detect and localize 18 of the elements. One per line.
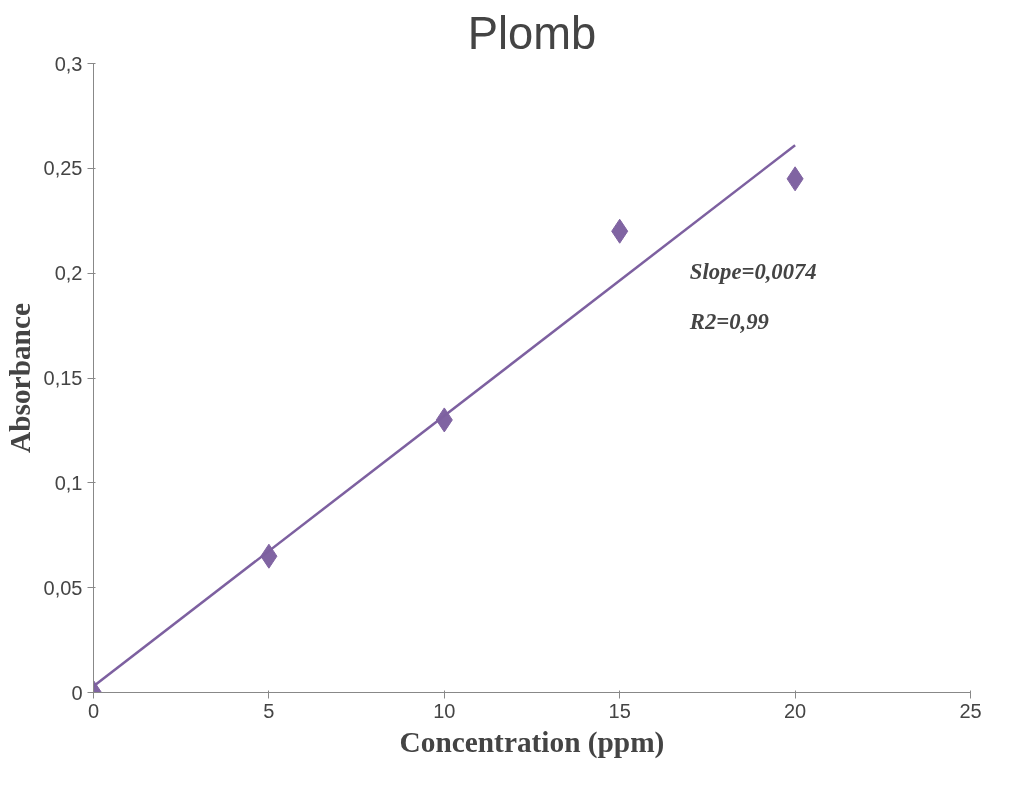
y-tick-label: 0,3: [54, 52, 83, 75]
y-axis-title: Absorbance: [3, 303, 36, 453]
x-tick-label: 25: [959, 699, 982, 722]
x-tick-label: 20: [783, 699, 807, 722]
y-tick-label: 0: [71, 681, 83, 704]
annotation: Slope=0,0074: [689, 258, 817, 284]
y-tick-label: 0,15: [43, 367, 83, 389]
y-tick-label: 0,1: [54, 471, 83, 494]
chart-title: Plomb: [467, 7, 597, 59]
annotation: R2=0,99: [688, 308, 769, 334]
x-tick-label: 15: [608, 699, 631, 722]
x-axis-title: Concentration (ppm): [399, 725, 665, 759]
y-tick-label: 0,2: [54, 262, 83, 285]
x-tick-label: 5: [263, 699, 275, 722]
x-tick-label: 10: [433, 699, 456, 722]
y-tick-label: 0,25: [43, 157, 83, 180]
x-tick-label: 0: [87, 699, 100, 722]
y-tick-label: 0,05: [43, 576, 83, 599]
